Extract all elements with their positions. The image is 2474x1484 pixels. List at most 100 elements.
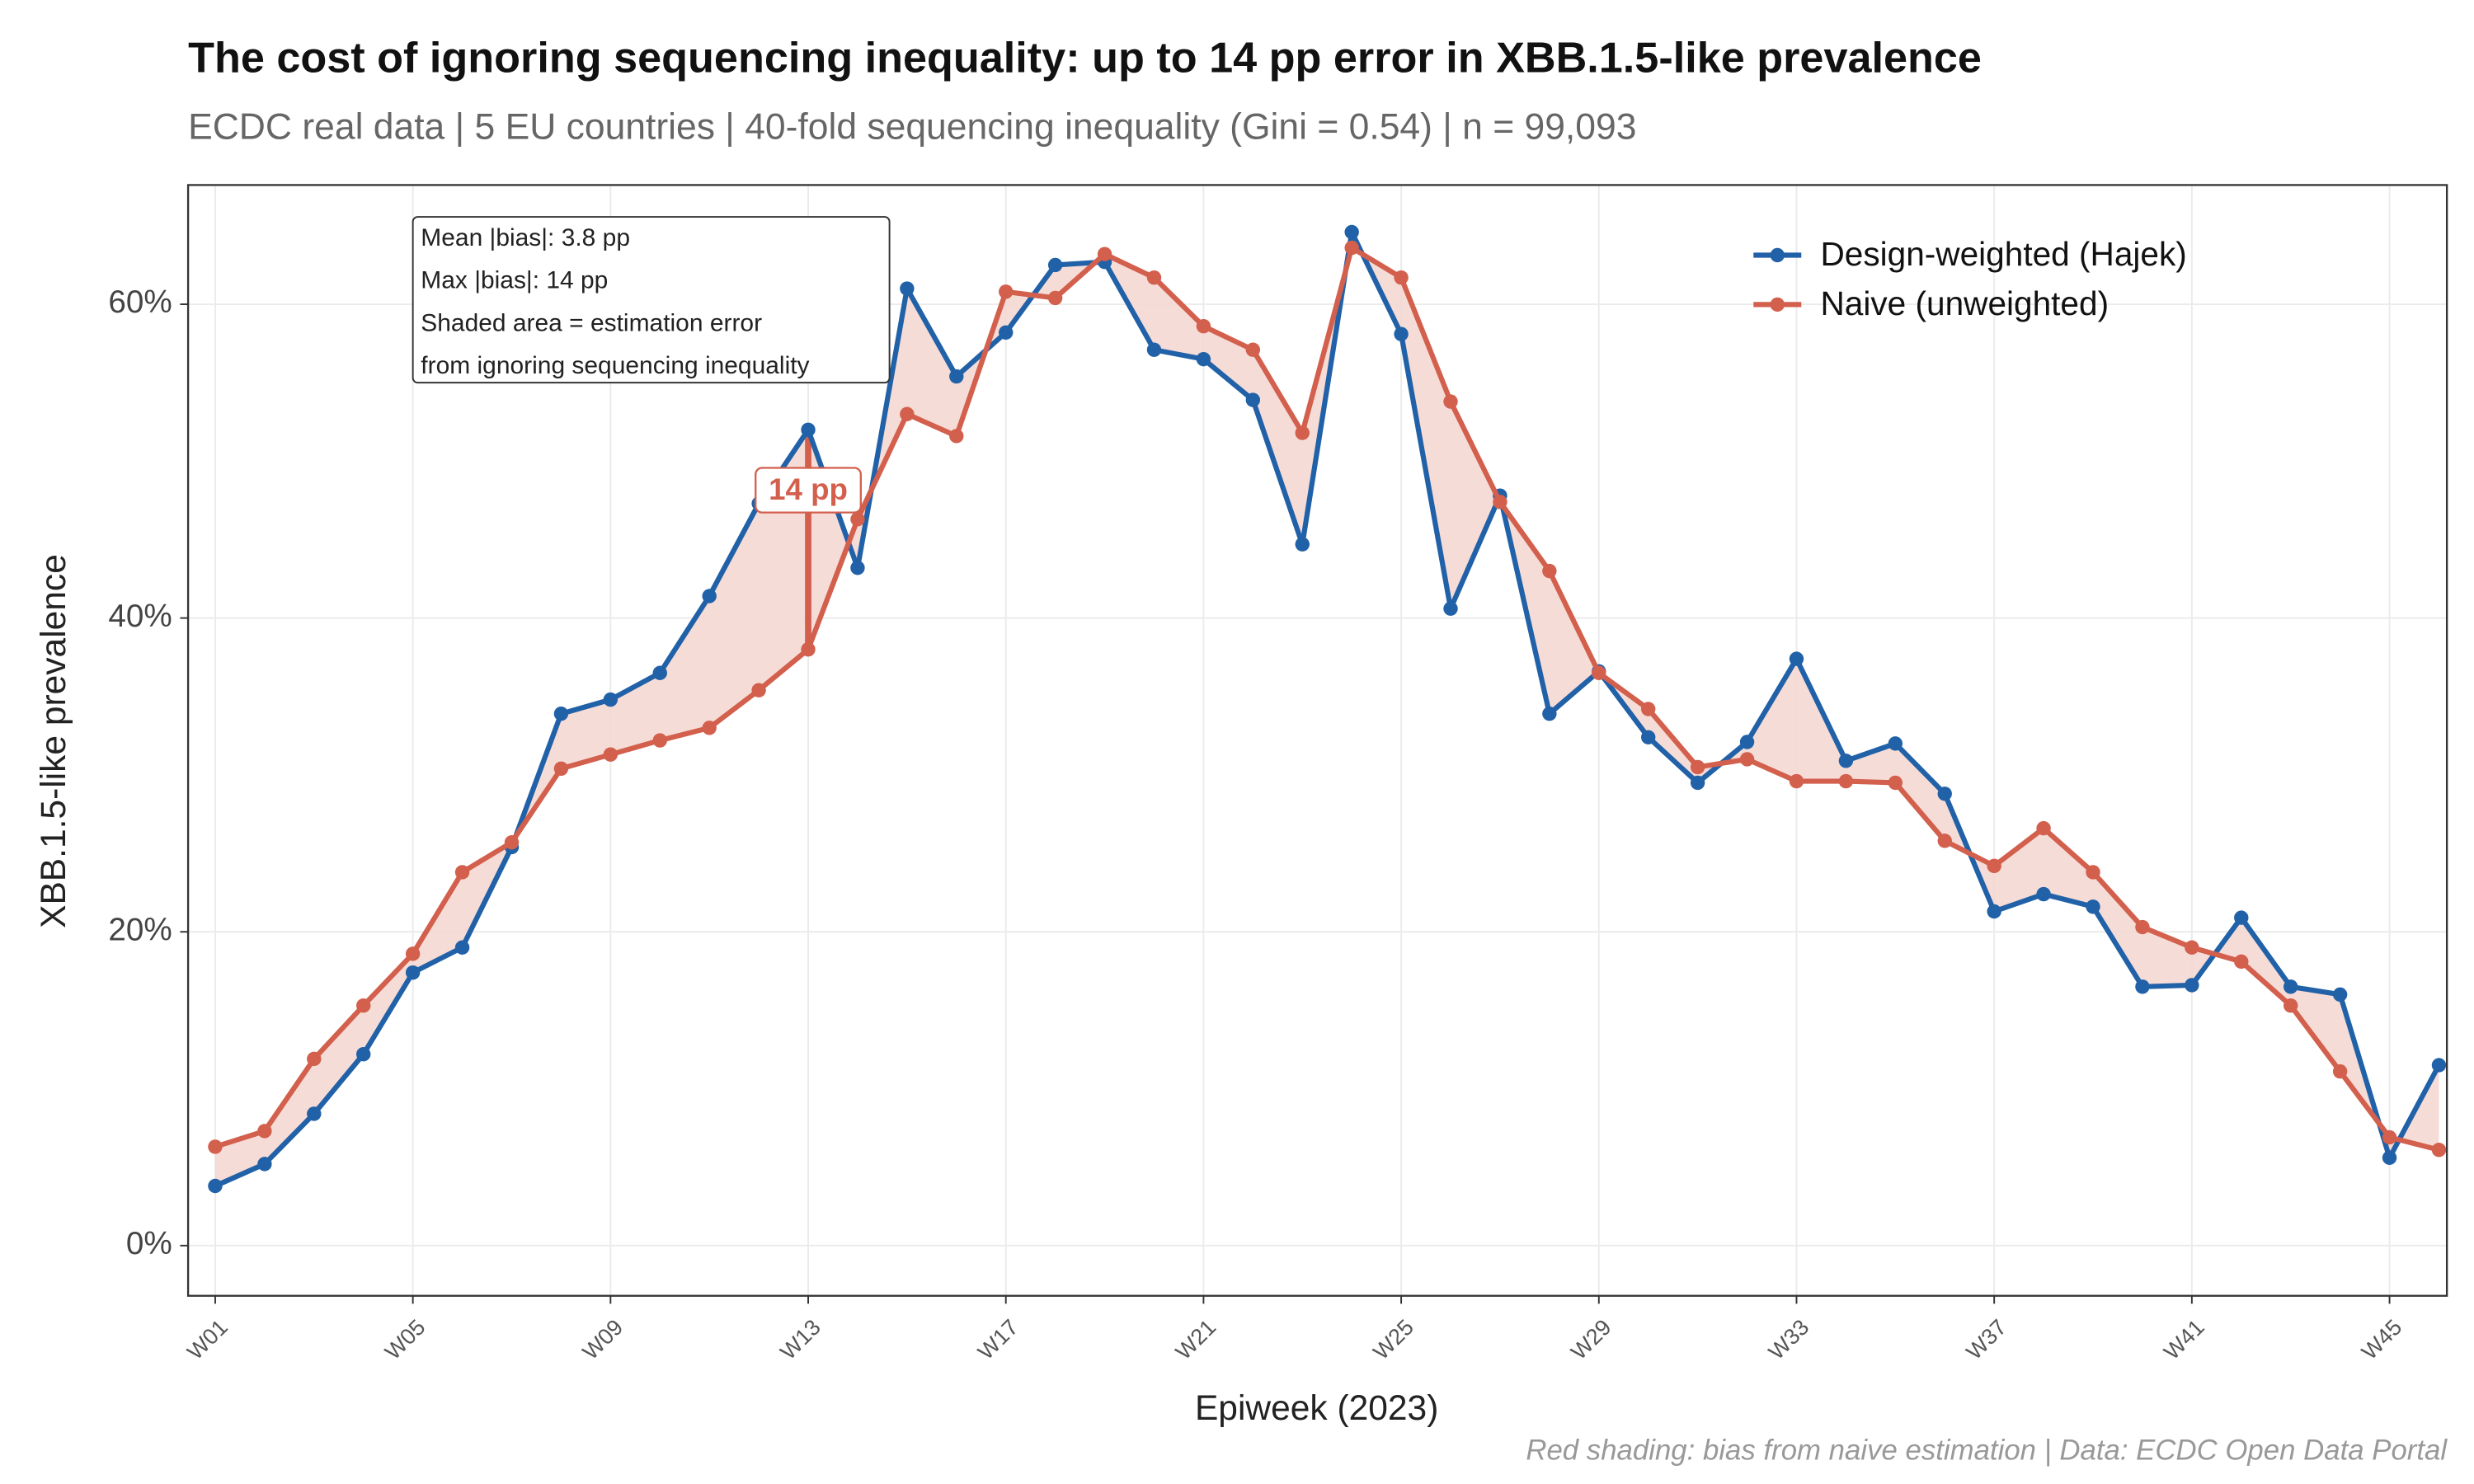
point <box>2382 1129 2397 1145</box>
point <box>2431 1143 2447 1158</box>
point <box>1443 601 1458 616</box>
point <box>1493 495 1507 510</box>
point <box>949 369 964 384</box>
point <box>900 406 915 421</box>
annotation-line: Max |bias|: 14 pp <box>421 267 608 294</box>
point <box>1146 270 1162 285</box>
point <box>405 946 421 961</box>
point <box>1295 537 1310 552</box>
point <box>2185 940 2199 955</box>
point <box>2332 987 2348 1003</box>
point <box>2284 979 2298 994</box>
point <box>1690 759 1705 775</box>
annotation-line: Shaded area = estimation error <box>421 309 762 336</box>
series-line <box>214 229 2442 1189</box>
point <box>2086 899 2100 914</box>
point <box>1987 858 2001 874</box>
point <box>1542 563 1557 579</box>
point <box>1641 702 1656 716</box>
point <box>801 641 816 657</box>
point <box>751 683 766 697</box>
point <box>999 284 1014 299</box>
point <box>1690 775 1705 791</box>
point <box>1987 904 2001 919</box>
point <box>1542 707 1557 721</box>
point <box>900 281 915 296</box>
series-line <box>214 245 2440 1153</box>
point <box>1888 775 1903 791</box>
point <box>603 747 618 762</box>
chart-title: The cost of ignoring sequencing inequali… <box>188 34 1982 82</box>
point <box>850 561 865 575</box>
point <box>1245 342 1261 357</box>
point <box>2431 1058 2447 1073</box>
point <box>1245 392 1261 407</box>
point <box>1394 270 1409 285</box>
point <box>603 692 618 707</box>
point <box>1937 834 1952 848</box>
caption: Red shading: bias from naive estimation … <box>1526 1435 2448 1466</box>
chart-subtitle: ECDC real data | 5 EU countries | 40-fol… <box>188 106 1636 147</box>
point <box>1344 240 1359 256</box>
point <box>1196 351 1211 367</box>
point <box>1888 736 1903 751</box>
point <box>2382 1150 2397 1165</box>
legend-point <box>1770 247 1785 263</box>
point <box>1789 651 1804 666</box>
point <box>1838 754 1854 768</box>
point <box>257 1124 272 1139</box>
point <box>1592 665 1606 680</box>
point <box>1196 318 1211 334</box>
point <box>1394 326 1409 341</box>
legend-point <box>1770 297 1785 312</box>
point <box>652 665 667 680</box>
point <box>2086 865 2100 880</box>
point <box>999 325 1014 340</box>
point <box>553 761 569 777</box>
point <box>405 965 421 980</box>
point <box>307 1106 322 1121</box>
point <box>1937 787 1952 801</box>
point <box>208 1178 223 1194</box>
y-axis-label: XBB.1.5-like prevalence <box>35 554 73 928</box>
point <box>307 1051 322 1067</box>
point <box>1443 394 1458 409</box>
point <box>257 1157 272 1172</box>
point <box>2234 954 2249 970</box>
point <box>702 589 717 603</box>
plot-border <box>186 184 2448 1297</box>
point <box>2036 886 2051 902</box>
max-bias-label: 14 pp <box>769 472 848 506</box>
point <box>356 998 371 1013</box>
point <box>949 429 964 444</box>
y-tick-label: 0% <box>126 1226 172 1261</box>
point <box>2332 1064 2348 1079</box>
point <box>1047 257 1063 273</box>
point <box>553 707 569 721</box>
point <box>1789 773 1804 789</box>
point <box>1047 290 1063 306</box>
point <box>356 1046 371 1062</box>
point <box>1146 342 1162 357</box>
point <box>2284 998 2298 1013</box>
point <box>2135 979 2150 994</box>
x-axis-label: Epiweek (2023) <box>1195 1389 1438 1428</box>
point <box>850 512 865 527</box>
annotation-line: Mean |bias|: 3.8 pp <box>421 224 630 251</box>
annotation-box <box>412 216 891 384</box>
bias-ribbon <box>214 232 2439 1186</box>
point <box>801 422 816 437</box>
point <box>2234 910 2249 925</box>
y-tick-label: 60% <box>108 284 172 320</box>
point <box>1641 730 1656 744</box>
annotation-line: from ignoring sequencing inequality <box>421 352 809 379</box>
point <box>1344 224 1359 240</box>
y-tick-label: 40% <box>108 599 172 634</box>
point <box>208 1139 223 1154</box>
point <box>1739 752 1755 767</box>
point <box>454 940 470 955</box>
point <box>1739 735 1755 749</box>
point <box>702 721 717 735</box>
point <box>1838 773 1854 789</box>
